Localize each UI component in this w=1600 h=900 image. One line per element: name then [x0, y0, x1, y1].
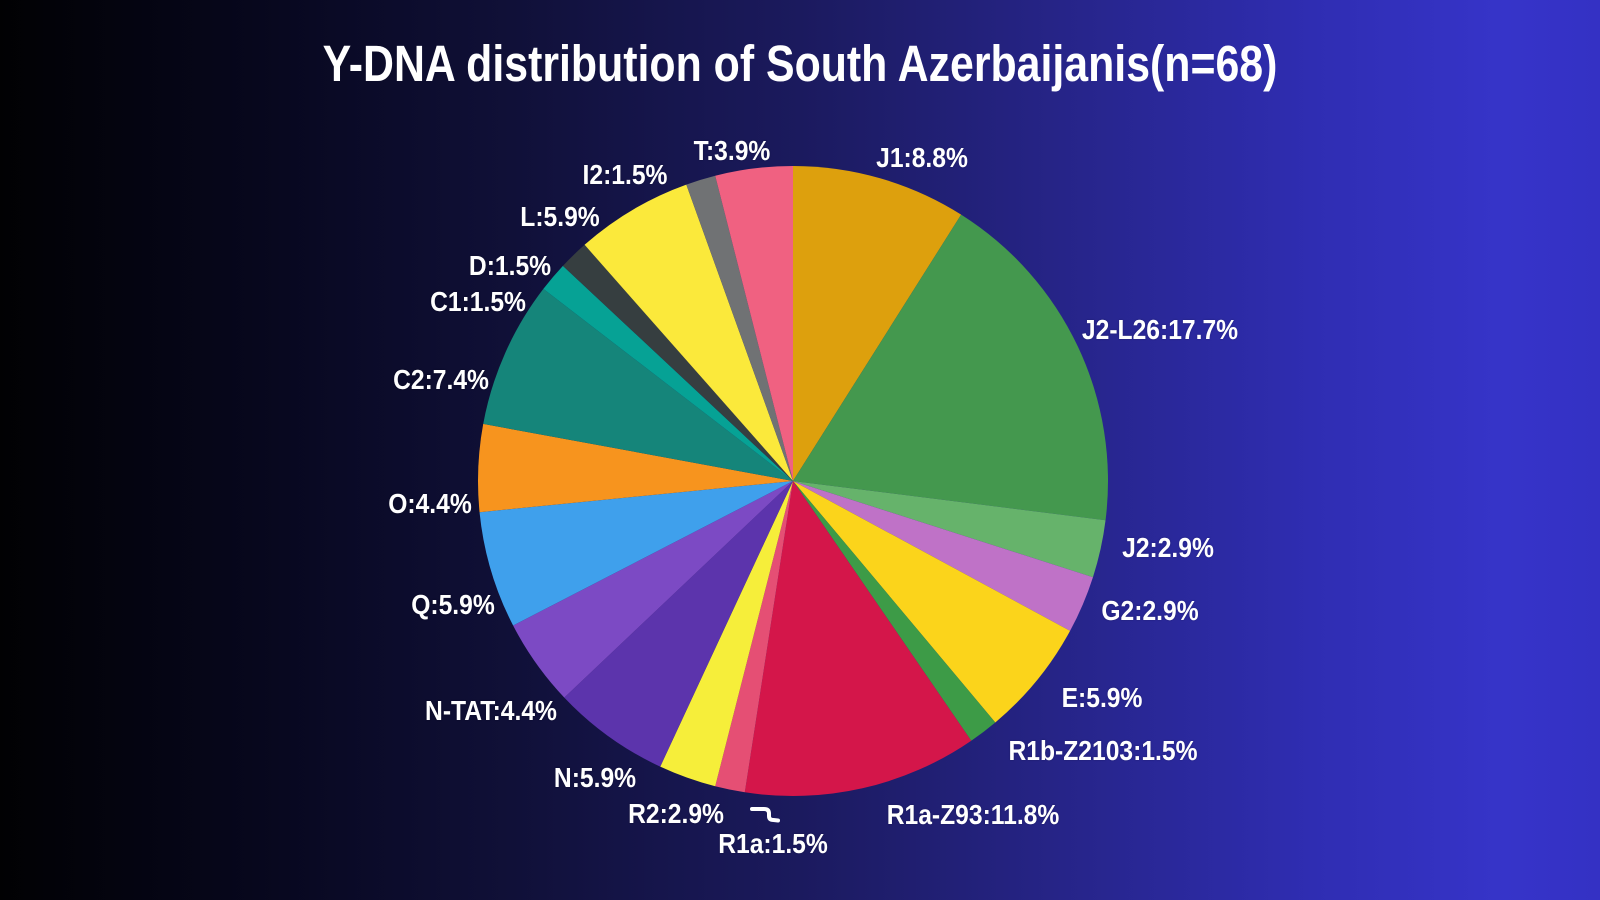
- pie-slice-j2: [793, 481, 1106, 578]
- pie-wedges: [478, 166, 1108, 796]
- pie-slice-t: [715, 166, 793, 481]
- slice-label-c1: C1:1.5%: [430, 286, 526, 317]
- pie-slice-d: [562, 244, 793, 481]
- pie-slice-n: [564, 481, 793, 767]
- slice-label-t: T:3.9%: [693, 135, 771, 166]
- slice-label-r2: R2:2.9%: [628, 798, 724, 829]
- pie-slice-r1a: [715, 481, 793, 793]
- pie-slice-r1b-z2103: [793, 481, 996, 741]
- pie-slice-n-tat: [513, 481, 793, 698]
- slice-label-g2: G2:2.9%: [1101, 595, 1199, 626]
- pie-slice-j1: [793, 166, 962, 481]
- slice-label-j2-l26: J2-L26:17.7%: [1081, 314, 1239, 345]
- r1a-leader-line: [750, 807, 780, 823]
- pie-slice-c1: [543, 265, 793, 481]
- slice-label-n: N:5.9%: [553, 762, 637, 793]
- pie-slice-o: [478, 423, 793, 513]
- chart-title: Y-DNA distribution of South Azerbaijanis…: [322, 35, 1278, 92]
- pie-slice-g2: [793, 481, 1093, 631]
- pie-slice-i2: [686, 175, 793, 481]
- slice-label-j2: J2:2.9%: [1122, 532, 1214, 563]
- slice-label-r1a: R1a:1.5%: [718, 828, 828, 859]
- slice-label-r1a-z93: R1a-Z93:11.8%: [886, 799, 1060, 830]
- slice-label-e: E:5.9%: [1061, 682, 1143, 713]
- slice-label-c2: C2:7.4%: [393, 364, 489, 395]
- pie-slice-j2-l26: [793, 214, 1108, 521]
- slice-label-j1: J1:8.8%: [876, 142, 968, 173]
- pie-slice-c2: [483, 288, 793, 481]
- pie-slice-q: [479, 481, 793, 626]
- slice-label-r1b-z2103: R1b-Z2103:1.5%: [1008, 735, 1198, 766]
- slice-label-o: O:4.4%: [388, 488, 472, 519]
- slice-label-l: L:5.9%: [520, 201, 600, 232]
- slice-label-q: Q:5.9%: [411, 589, 495, 620]
- pie-slice-r2: [660, 481, 793, 787]
- slice-label-d: D:1.5%: [468, 250, 552, 281]
- pie-slice-l: [584, 184, 793, 481]
- pie-slice-r1a-z93: [744, 481, 972, 796]
- slice-label-i2: I2:1.5%: [582, 159, 668, 190]
- slice-label-n-tat: N-TAT:4.4%: [425, 695, 557, 726]
- pie-slice-e: [793, 481, 1071, 723]
